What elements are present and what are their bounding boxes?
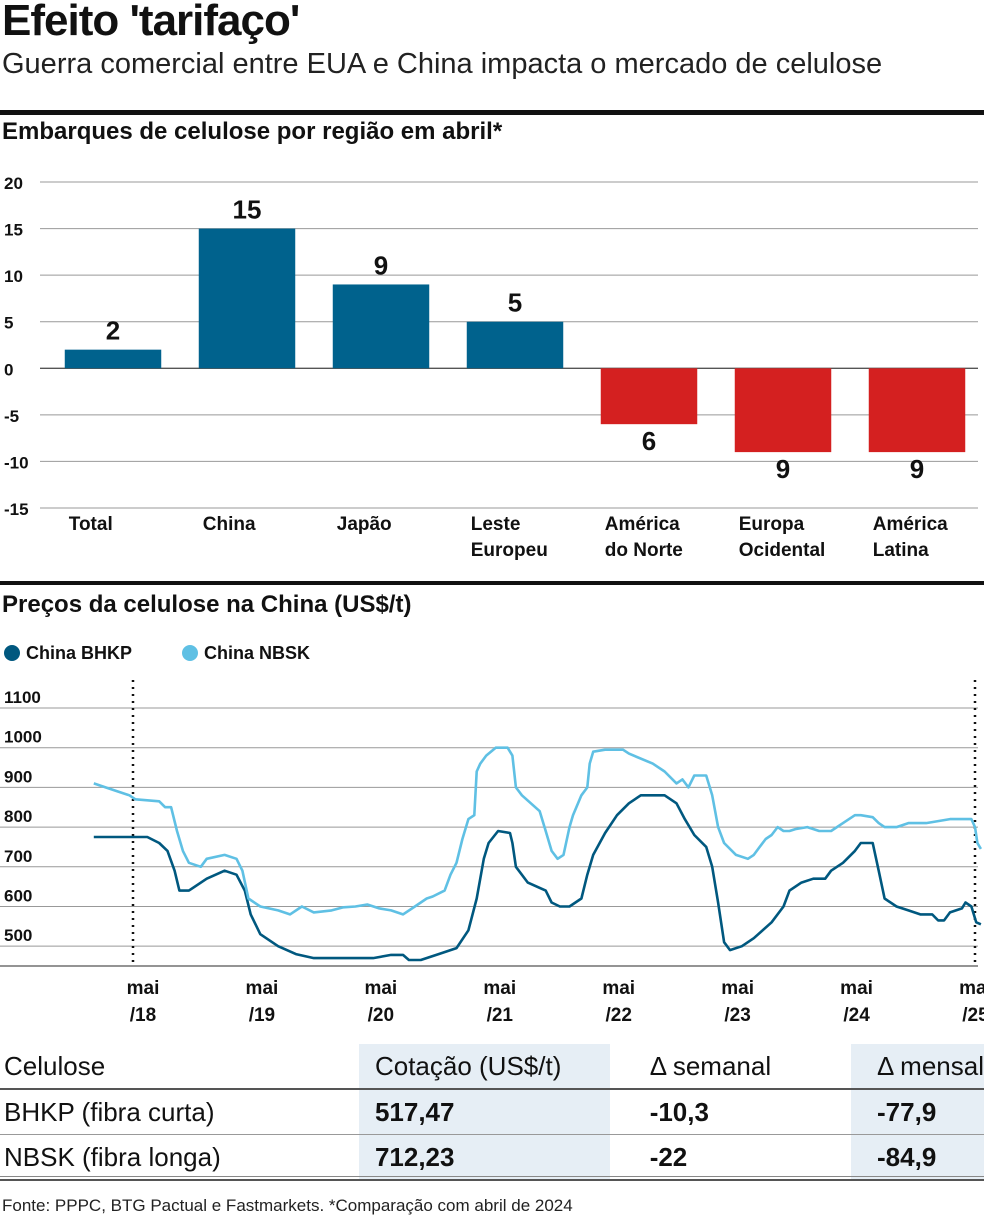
y-tick-label: -10 (4, 453, 29, 472)
x-tick-label: /23 (724, 1005, 750, 1026)
row-weekly: -22 (609, 1134, 852, 1181)
bar (198, 228, 296, 369)
category-label: Leste (471, 514, 521, 535)
category-label: Total (69, 514, 113, 535)
x-tick-label: /20 (368, 1005, 394, 1026)
header-weekly: Δ semanal (609, 1044, 852, 1090)
series-line-china-bhkp (93, 794, 982, 962)
y-tick-label: 600 (4, 886, 32, 905)
y-tick-label: 700 (4, 847, 32, 866)
y-tick-label: -5 (4, 407, 19, 426)
page-subtitle: Guerra comercial entre EUA e China impac… (2, 48, 883, 80)
category-label: Europa (739, 514, 805, 535)
header-price: Cotação (US$/t) (358, 1044, 610, 1090)
section-divider (0, 110, 984, 115)
bhkp-legend-marker (4, 645, 20, 661)
x-tick-label: /21 (487, 1005, 514, 1026)
category-label: América (873, 514, 948, 535)
page-title: Efeito 'tarifaço' (2, 0, 300, 45)
category-label: Japão (337, 514, 392, 535)
bar-chart-title: Embarques de celulose por região em abri… (2, 118, 503, 145)
x-tick-label: /18 (130, 1005, 156, 1026)
table-header-row: Celulose Cotação (US$/t) Δ semanal Δ men… (0, 1044, 984, 1090)
x-tick-label: mai (602, 978, 635, 999)
y-tick-label: 1000 (4, 728, 42, 747)
row-monthly: -77,9 (851, 1089, 984, 1135)
bar-data-label: 9 (910, 454, 924, 484)
row-name: NBSK (fibra longa) (0, 1134, 359, 1181)
bar (868, 368, 966, 453)
row-monthly: -84,9 (851, 1134, 984, 1181)
category-label: Europeu (471, 540, 548, 561)
bar-data-label: 9 (776, 454, 790, 484)
x-tick-label: mai (364, 978, 397, 999)
x-tick-label: mai (483, 978, 516, 999)
legend-item-bhkp: China BHKP (4, 640, 132, 666)
header-monthly: Δ mensal (851, 1044, 984, 1090)
x-tick-label: /19 (249, 1005, 275, 1026)
y-tick-label: 900 (4, 767, 32, 786)
x-tick-label: mai (721, 978, 754, 999)
legend-label-bhkp: China BHKP (26, 642, 133, 663)
row-price: 712,23 (358, 1134, 610, 1181)
row-weekly: -10,3 (609, 1089, 852, 1135)
bar (332, 284, 430, 369)
y-tick-label: 15 (4, 221, 23, 240)
pulp-price-table: Celulose Cotação (US$/t) Δ semanal Δ men… (0, 1044, 984, 1181)
bar-data-label: 2 (106, 316, 120, 346)
y-tick-label: 1100 (4, 688, 41, 707)
x-tick-label: mai (246, 978, 279, 999)
x-tick-label: mai (959, 978, 984, 999)
bar-data-label: 6 (642, 426, 656, 456)
category-label: Latina (873, 540, 929, 561)
nbsk-legend-marker (182, 645, 198, 661)
x-tick-label: /25 (962, 1005, 984, 1026)
line-chart-title: Preços da celulose na China (US$/t) (2, 591, 412, 618)
bar (734, 368, 832, 453)
category-label: China (203, 514, 256, 535)
bar-data-label: 5 (508, 288, 522, 318)
section-divider (0, 581, 984, 585)
shipments-bar-chart: 20 15 10 5 0 -5 -10 -15 2 Total 15 China 9 Japão 5 Lest… (4, 174, 978, 561)
x-tick-label: /22 (605, 1005, 631, 1026)
table-row: BHKP (fibra curta) 517,47 -10,3 -77,9 (0, 1089, 984, 1135)
category-label: América (605, 514, 680, 535)
y-tick-label: 500 (4, 926, 32, 945)
legend-label-nbsk: China NBSK (204, 642, 311, 663)
bar (64, 349, 162, 369)
header-celulose: Celulose (0, 1044, 359, 1090)
y-tick-label: 10 (4, 267, 23, 286)
row-price: 517,47 (358, 1089, 610, 1135)
bar (466, 321, 564, 369)
x-tick-label: mai (840, 978, 873, 999)
y-tick-label: 800 (4, 807, 32, 826)
y-tick-label: -15 (4, 500, 29, 519)
bar-data-label: 9 (374, 250, 388, 280)
table-row: NBSK (fibra longa) 712,23 -22 -84,9 (0, 1134, 984, 1181)
legend-item-nbsk: China NBSK (182, 640, 310, 666)
footer-divider (0, 1176, 984, 1177)
category-label: Ocidental (739, 540, 826, 561)
bar (600, 368, 698, 425)
y-tick-label: 20 (4, 174, 23, 193)
y-tick-label: 0 (4, 360, 13, 379)
y-tick-label: 5 (4, 314, 13, 333)
source-note: Fonte: PPPC, BTG Pactual e Fastmarkets. … (2, 1196, 573, 1215)
row-name: BHKP (fibra curta) (0, 1089, 359, 1135)
x-tick-label: /24 (843, 1005, 870, 1026)
x-tick-label: mai (127, 978, 160, 999)
series-line-china-nbsk (93, 746, 983, 916)
category-label: do Norte (605, 540, 683, 561)
bar-data-label: 15 (233, 195, 262, 225)
price-line-chart: 1100 1000 900 800 700 600 500 mai/18 mai/19 mai/2… (0, 680, 984, 1026)
